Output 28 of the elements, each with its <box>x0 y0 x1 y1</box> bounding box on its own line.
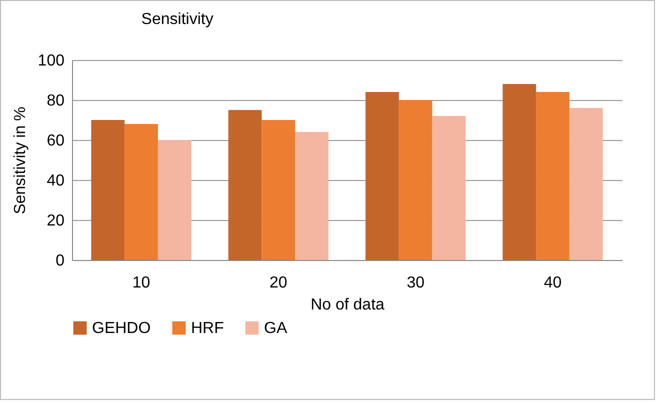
y-tick-label: 0 <box>56 252 65 270</box>
bar <box>295 132 328 260</box>
x-tick-label: 30 <box>406 274 425 292</box>
bar <box>366 92 399 260</box>
x-tick-label: 10 <box>132 274 150 292</box>
bar <box>124 124 158 260</box>
bar <box>262 120 296 260</box>
x-tick-label: 40 <box>544 274 562 292</box>
x-axis-title: No of data <box>310 296 385 314</box>
bar <box>502 84 536 260</box>
y-axis-title: Sensitivity in % <box>12 106 29 214</box>
bar <box>158 140 192 260</box>
y-tick-label: 100 <box>38 52 65 70</box>
bar <box>432 116 466 260</box>
legend-label: GEHDO <box>92 320 151 337</box>
bar <box>536 92 570 260</box>
y-tick-label: 40 <box>46 172 65 190</box>
legend-label: GA <box>264 320 288 337</box>
legend-label: HRF <box>191 320 224 337</box>
bar <box>398 100 432 260</box>
chart-title: Sensitivity <box>141 11 214 28</box>
bar <box>569 108 603 260</box>
y-tick-label: 60 <box>46 132 65 150</box>
y-tick-label: 20 <box>46 212 65 230</box>
x-tick-label: 20 <box>270 274 288 292</box>
bar <box>91 120 125 260</box>
bar <box>228 110 262 260</box>
y-tick-label: 80 <box>46 92 65 110</box>
